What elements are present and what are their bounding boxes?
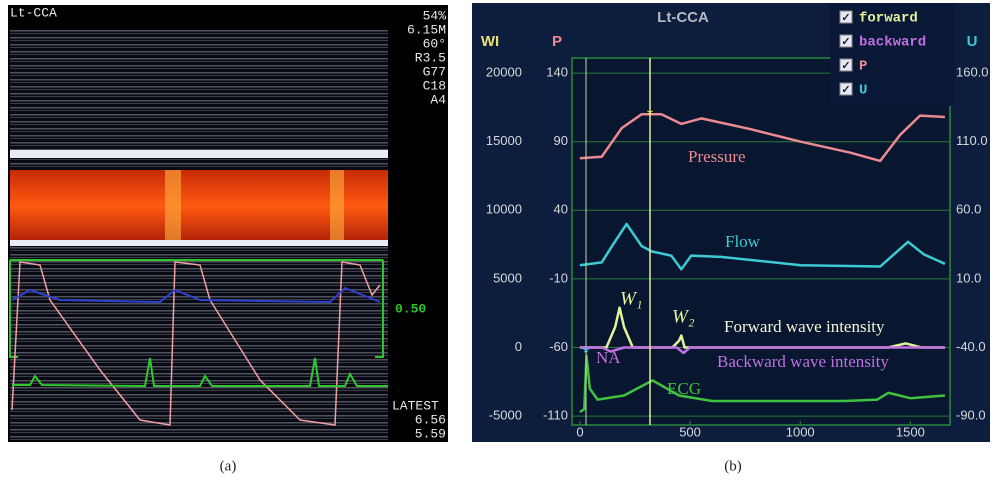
y3-tick-label: 10.0 (956, 270, 981, 285)
series-line (579, 113, 945, 163)
y-tick-label: -5000 (489, 408, 522, 423)
annotation: W₂ (672, 306, 695, 327)
panel-a: Lt-CCA 54% 6.15M 60° R3.5 G77 C18 A4 0.5… (8, 5, 448, 442)
us-setting: R3.5 (415, 50, 446, 65)
caption: (a) (220, 458, 237, 474)
y3-tick-label: 60.0 (956, 202, 981, 217)
legend-check: ✓ (841, 12, 850, 24)
us-title: Lt-CCA (10, 5, 57, 20)
annotations: Pressure Flow W₁ W₂ Forward wave intensi… (596, 147, 889, 398)
legend-label[interactable]: forward (859, 11, 918, 27)
annotation: Flow (725, 232, 761, 251)
us-setting: C18 (423, 78, 446, 93)
annotation: Pressure (688, 147, 746, 166)
us-setting: 6.15M (407, 22, 446, 37)
y2-tick-label: -10 (549, 270, 568, 285)
y3-tick-label: -90.0 (956, 408, 986, 423)
legend-check: ✓ (841, 84, 850, 96)
y2-tick-label: -60 (549, 339, 568, 354)
legend-checkbox[interactable] (839, 58, 853, 72)
y-tick-label: 10000 (486, 202, 522, 217)
series-line (579, 222, 946, 271)
y2-axis-label: P (552, 33, 562, 50)
y2-tick-label: 140 (546, 65, 568, 80)
x-tick-label: 1500 (896, 424, 925, 439)
ecg-trace (12, 357, 388, 388)
chart-title: Lt-CCA (657, 9, 709, 26)
cursors: * * (583, 58, 653, 425)
y3-tick-label: 160.0 (956, 65, 989, 80)
series-line (579, 306, 945, 349)
us-setting: 60° (423, 36, 446, 51)
us-scale: 0.50 (395, 301, 426, 316)
y-tick-label: 0 (515, 339, 522, 354)
us-footer: 6.56 (415, 412, 446, 427)
us-setting: A4 (430, 92, 446, 107)
y-tick-label: 5000 (493, 270, 522, 285)
legend-check: ✓ (841, 36, 850, 48)
legend-checkbox[interactable] (839, 82, 853, 96)
us-setting: G77 (423, 64, 446, 79)
flow-trace (11, 286, 381, 304)
legend-label[interactable]: backward (859, 35, 926, 51)
y-tick-label: 15000 (486, 133, 522, 148)
x-tick-label: 500 (679, 424, 701, 439)
y2-tick-label: 90 (554, 133, 568, 148)
annotation: ECG (667, 379, 701, 398)
x-tick-label: 0 (576, 424, 583, 439)
y2-tick-label: 40 (554, 202, 568, 217)
caption: (b) (724, 458, 742, 474)
annotation: W₁ (620, 288, 642, 309)
y-axis-label: WI (481, 33, 499, 50)
y-tick-label: 20000 (486, 65, 522, 80)
wall-upper (10, 150, 388, 158)
us-setting: 54% (423, 8, 447, 23)
wall-lower (10, 240, 388, 246)
us-footer: LATEST (392, 398, 439, 413)
annotation: Backward wave intensity (717, 352, 889, 371)
legend-label[interactable]: U (859, 83, 867, 99)
cursor-marker: * (583, 345, 589, 362)
annotation: NA (596, 348, 621, 367)
legend-checkbox[interactable] (839, 10, 853, 24)
x-tick-label: 1000 (786, 424, 815, 439)
plot-layer: -500005000100001500020000-110-60-1040901… (486, 65, 989, 440)
ecg-line (579, 354, 945, 414)
y3-axis-label: U (967, 33, 978, 50)
legend-label[interactable]: P (859, 59, 867, 75)
legend-checkbox[interactable] (839, 34, 853, 48)
us-footer: 5.59 (415, 426, 446, 441)
annotation: Forward wave intensity (724, 317, 885, 336)
y2-tick-label: -110 (543, 408, 568, 423)
y3-tick-label: 110.0 (956, 133, 988, 148)
legend: ✓ forward ✓ backward ✓ P ✓ U (830, 3, 955, 106)
legend-check: ✓ (841, 60, 850, 72)
doppler-band (10, 170, 388, 242)
cursor-marker: * (647, 107, 653, 124)
pressure-trace (11, 261, 381, 426)
y3-tick-label: -40.0 (956, 339, 986, 354)
doppler-peak (165, 170, 181, 242)
doppler-peak (330, 170, 344, 242)
